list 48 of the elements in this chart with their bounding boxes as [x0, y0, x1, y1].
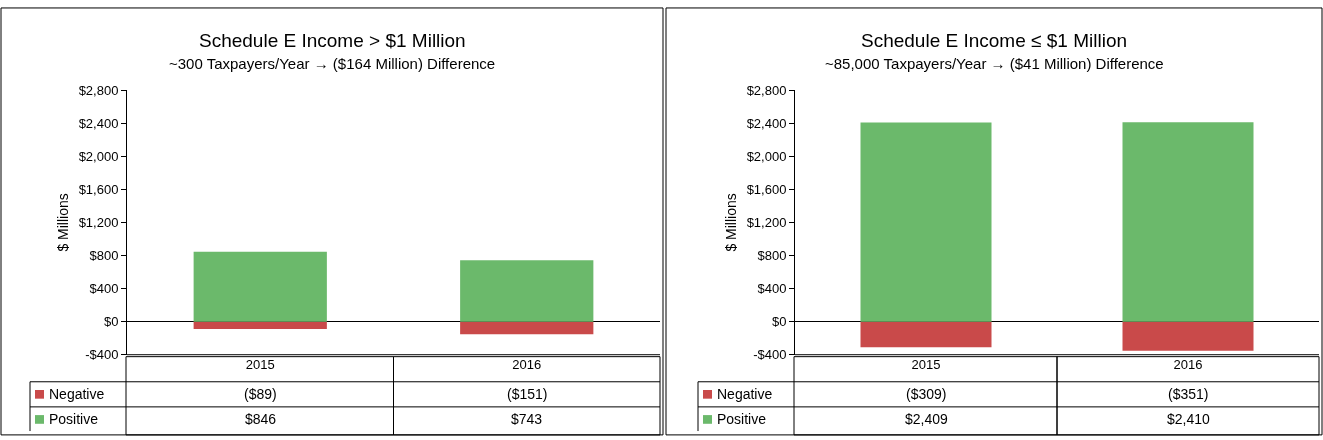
legend-label: Negative	[49, 386, 105, 402]
data-label: $846	[245, 411, 277, 427]
y-tick-label: -$400	[85, 347, 119, 363]
data-label: ($351)	[1168, 386, 1209, 402]
chart-title: Schedule E Income ≤ $1 Million	[861, 30, 1128, 51]
y-axis-title: $ Millions	[55, 193, 72, 252]
y-tick-label: $2,000	[746, 148, 787, 164]
y-tick-label: $800	[757, 248, 787, 264]
x-tick-label: 2015	[245, 356, 275, 372]
chart-subtitle: ~85,000 Taxpayers/Year → ($41 Million) Difference	[825, 55, 1164, 72]
x-tick-label: 2015	[911, 356, 941, 372]
y-tick-label: $2,800	[746, 82, 787, 98]
y-tick-label: $2,400	[78, 115, 119, 131]
data-label: ($309)	[906, 386, 947, 402]
y-axis-title: $ Millions	[723, 193, 740, 252]
y-tick-label: $1,600	[746, 181, 787, 197]
y-tick-label: $800	[89, 248, 119, 264]
chart-title: Schedule E Income > $1 Million	[199, 30, 466, 51]
y-tick-label: $2,000	[78, 148, 119, 164]
data-label: $2,410	[1167, 411, 1211, 427]
bar	[1122, 122, 1254, 322]
x-tick-label: 2016	[512, 356, 542, 372]
y-tick-label: $1,200	[78, 214, 119, 230]
y-tick-label: -$400	[753, 347, 787, 363]
bar	[460, 321, 594, 335]
legend-label: Positive	[717, 411, 767, 427]
y-tick-label: $2,400	[746, 115, 787, 131]
legend-label: Positive	[49, 411, 99, 427]
y-tick-label: $400	[89, 281, 119, 297]
y-tick-label: $0	[771, 314, 787, 330]
y-tick-label: $400	[757, 281, 787, 297]
bar	[193, 251, 327, 322]
y-tick-label: $1,200	[746, 214, 787, 230]
y-tick-label: $1,600	[78, 181, 119, 197]
bar	[460, 260, 594, 322]
bar	[860, 321, 992, 348]
y-tick-label: $2,800	[78, 82, 119, 98]
data-label: $2,409	[905, 411, 949, 427]
legend-label: Negative	[717, 386, 773, 402]
data-label: $743	[511, 411, 543, 427]
chart-subtitle: ~300 Taxpayers/Year → ($164 Million) Difference	[169, 55, 496, 72]
y-tick-label: $0	[103, 314, 119, 330]
data-label: ($89)	[244, 386, 277, 402]
x-tick-label: 2016	[1173, 356, 1203, 372]
bar	[1122, 321, 1254, 351]
bar	[860, 122, 992, 322]
bar	[193, 321, 327, 330]
data-label: ($151)	[507, 386, 548, 402]
